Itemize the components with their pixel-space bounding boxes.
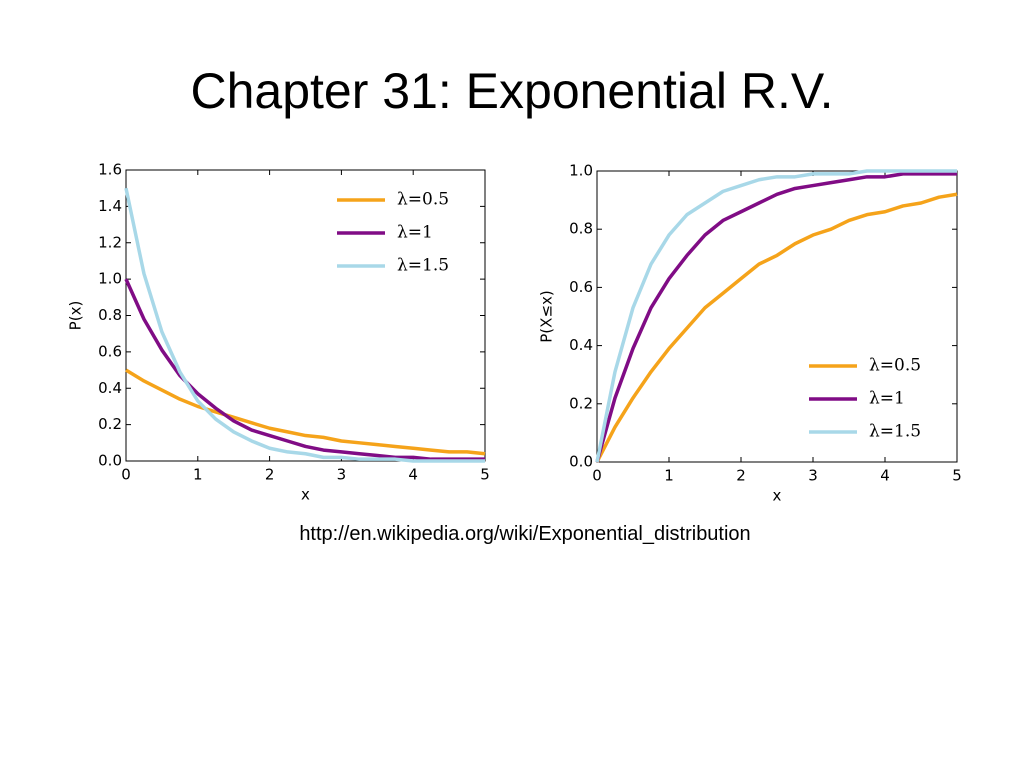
x-tick-label: 0 bbox=[121, 466, 131, 484]
y-tick-label: 0.4 bbox=[98, 379, 122, 397]
x-tick-label: 4 bbox=[880, 467, 890, 485]
x-tick-label: 1 bbox=[193, 466, 203, 484]
y-tick-label: 0.6 bbox=[98, 342, 122, 360]
y-tick-label: 0.0 bbox=[569, 453, 593, 471]
series-line bbox=[595, 169, 957, 463]
legend-label: λ=1 bbox=[397, 223, 433, 243]
x-axis-label: x bbox=[773, 487, 782, 505]
x-tick-label: 5 bbox=[952, 467, 962, 485]
legend-label: λ=0.5 bbox=[397, 190, 449, 210]
x-tick-label: 5 bbox=[480, 466, 490, 484]
legend-label: λ=1.5 bbox=[869, 422, 921, 442]
slide-title: Chapter 31: Exponential R.V. bbox=[190, 63, 834, 119]
x-axis-label: x bbox=[301, 486, 310, 504]
y-tick-label: 1.4 bbox=[98, 197, 122, 215]
x-tick-label: 0 bbox=[592, 467, 602, 485]
plot-frame bbox=[125, 169, 486, 462]
series-line bbox=[125, 368, 486, 456]
x-tick-label: 3 bbox=[808, 467, 818, 485]
y-tick-label: 0.0 bbox=[98, 452, 122, 470]
series-line bbox=[595, 172, 957, 463]
y-axis-label: P(X≤x) bbox=[538, 290, 556, 342]
x-tick-label: 4 bbox=[408, 466, 418, 484]
source-link: http://en.wikipedia.org/wiki/Exponential… bbox=[299, 523, 751, 545]
x-tick-label: 1 bbox=[664, 467, 674, 485]
y-tick-label: 0.8 bbox=[98, 306, 122, 324]
y-tick-label: 1.2 bbox=[98, 233, 122, 251]
legend-label: λ=1.5 bbox=[397, 256, 449, 276]
y-tick-label: 1.0 bbox=[569, 162, 593, 180]
x-tick-label: 2 bbox=[265, 466, 275, 484]
legend-label: λ=0.5 bbox=[869, 356, 921, 376]
y-tick-label: 0.6 bbox=[569, 278, 593, 296]
y-tick-label: 1.0 bbox=[98, 270, 122, 288]
x-tick-label: 3 bbox=[337, 466, 347, 484]
series-line bbox=[595, 192, 958, 463]
y-tick-label: 0.8 bbox=[569, 220, 593, 238]
y-tick-label: 1.6 bbox=[98, 161, 122, 179]
y-tick-label: 0.2 bbox=[569, 394, 593, 412]
legend-label: λ=1 bbox=[869, 389, 905, 409]
y-axis-label: P(x) bbox=[67, 301, 85, 331]
plot-frame bbox=[596, 170, 958, 463]
y-tick-label: 0.4 bbox=[569, 336, 593, 354]
x-tick-label: 2 bbox=[736, 467, 746, 485]
y-tick-label: 0.2 bbox=[98, 415, 122, 433]
series-line bbox=[124, 187, 485, 463]
